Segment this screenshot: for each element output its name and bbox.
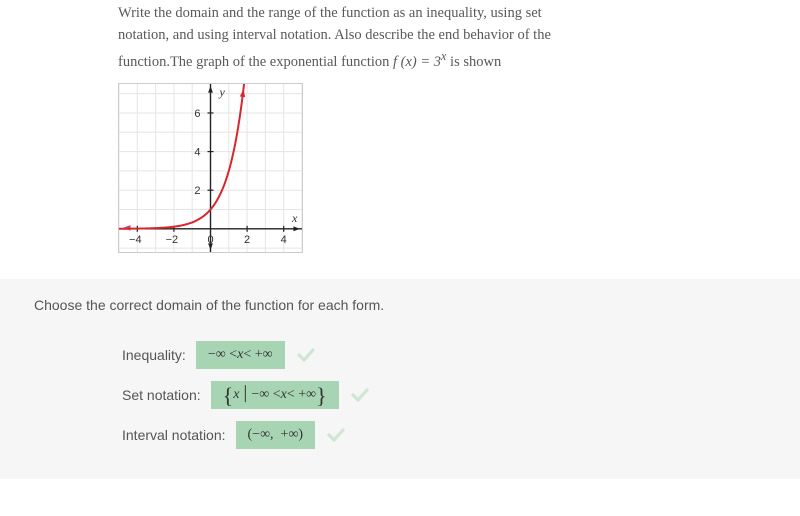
check-icon	[327, 427, 345, 443]
svg-text:4: 4	[281, 234, 287, 246]
answer-rows: Inequality: −∞ < x < +∞ Set notation: {x│−∞…	[122, 341, 780, 449]
svg-text:2: 2	[194, 185, 200, 197]
problem-line3-prefix: function.The graph of the exponential fu…	[118, 54, 393, 70]
page: Write the domain and the range of the fu…	[0, 0, 800, 516]
answer-row: Inequality: −∞ < x < +∞	[122, 341, 780, 369]
answer-section: Choose the correct domain of the functio…	[0, 279, 800, 479]
check-icon	[297, 347, 315, 363]
answer-row: Interval notation: (−∞, +∞)	[122, 421, 780, 449]
answer-label: Set notation:	[122, 387, 201, 403]
answer-prompt: Choose the correct domain of the functio…	[34, 297, 780, 313]
problem-statement: Write the domain and the range of the fu…	[0, 0, 800, 81]
answer-row: Set notation: {x│−∞ < x < +∞}	[122, 381, 780, 409]
svg-text:−4: −4	[129, 234, 142, 246]
svg-text:6: 6	[194, 108, 200, 120]
answer-label: Inequality:	[122, 347, 186, 363]
problem-line1: Write the domain and the range of the fu…	[118, 5, 542, 21]
svg-text:−2: −2	[166, 234, 179, 246]
answer-value[interactable]: (−∞, +∞)	[236, 421, 316, 449]
answer-value[interactable]: {x│−∞ < x < +∞}	[211, 381, 339, 409]
answer-value[interactable]: −∞ < x < +∞	[196, 341, 285, 369]
svg-text:4: 4	[194, 147, 200, 159]
graph-panel: −4 −2 0 2 4 2 4 6 y x	[118, 83, 303, 253]
problem-line3-suffix: is shown	[446, 54, 501, 70]
svg-text:y: y	[219, 85, 226, 99]
check-icon	[351, 387, 369, 403]
graph-svg: −4 −2 0 2 4 2 4 6 y x	[119, 84, 302, 252]
svg-text:x: x	[291, 211, 298, 225]
answer-label: Interval notation:	[122, 427, 226, 443]
svg-text:0: 0	[207, 234, 213, 246]
problem-line2: notation, and using interval notation. A…	[118, 27, 551, 43]
problem-fn: f (x) = 3	[393, 54, 441, 70]
svg-text:2: 2	[244, 234, 250, 246]
